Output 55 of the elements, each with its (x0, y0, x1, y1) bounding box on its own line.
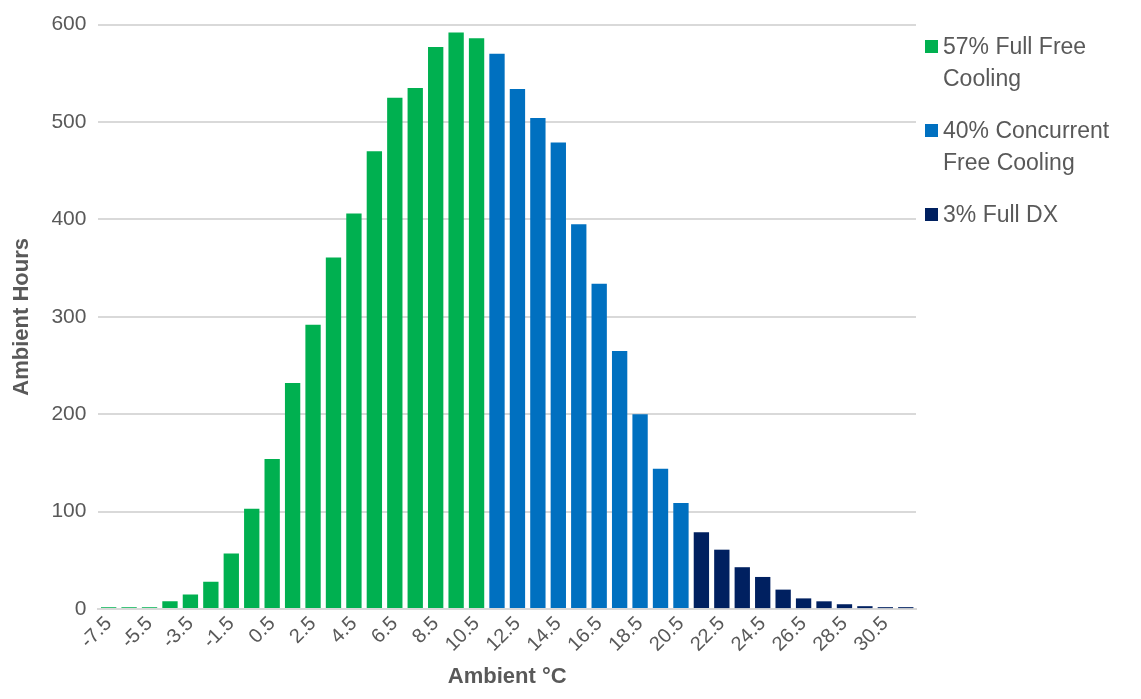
x-tick-label: -5.5 (116, 611, 157, 652)
bar (509, 88, 526, 609)
bar (325, 257, 342, 609)
y-tick-label: 300 (51, 303, 87, 327)
y-tick-label: 100 (51, 498, 87, 522)
bar (591, 283, 607, 609)
bar (632, 414, 648, 609)
x-tick-label: -1.5 (198, 611, 239, 652)
bar (714, 549, 730, 609)
x-tick-label: 0.5 (243, 611, 279, 647)
bar (836, 604, 853, 609)
bar (468, 38, 485, 609)
bar (734, 567, 750, 609)
y-tick-label: 500 (51, 108, 87, 132)
bar (223, 553, 239, 609)
legend-label: 40% Concurrent Free Cooling (943, 116, 1111, 177)
bar (162, 601, 178, 609)
bar (387, 97, 403, 609)
x-tick-label: 4.5 (325, 611, 361, 647)
y-tick-label: 600 (51, 11, 87, 35)
x-tick-label: -3.5 (157, 611, 198, 652)
y-tick-label: 400 (51, 206, 87, 230)
bar (244, 508, 260, 609)
bar (693, 532, 710, 609)
bar (571, 224, 587, 609)
legend-label: 57% Full Free Cooling (943, 32, 1088, 93)
bar (673, 502, 689, 609)
bar (795, 598, 812, 609)
bar (550, 142, 566, 609)
x-tick-label: 2.5 (284, 611, 320, 647)
bar (182, 594, 199, 609)
bar (203, 581, 219, 609)
bar (816, 601, 832, 609)
bar (489, 53, 505, 609)
x-tick-label: 30.5 (848, 611, 893, 655)
bar (428, 47, 444, 609)
bar (264, 459, 280, 609)
x-tick-label: 6.5 (366, 611, 402, 647)
legend-label: 3% Full DX (943, 200, 1059, 229)
bar (284, 383, 301, 609)
bar (611, 350, 628, 609)
bar (366, 151, 383, 609)
y-axis-title: Ambient Hours (8, 238, 34, 396)
bar (652, 468, 669, 609)
bar (755, 576, 771, 609)
x-tick-label: 8.5 (407, 611, 443, 647)
bar (448, 32, 464, 609)
bar (530, 118, 546, 609)
x-axis-title: Ambient °C (447, 662, 567, 688)
y-tick-label: 200 (51, 401, 87, 425)
bar (346, 213, 362, 609)
y-tick-label: 0 (74, 595, 87, 619)
bar (407, 87, 423, 609)
bar (775, 589, 791, 609)
bar (305, 324, 321, 609)
